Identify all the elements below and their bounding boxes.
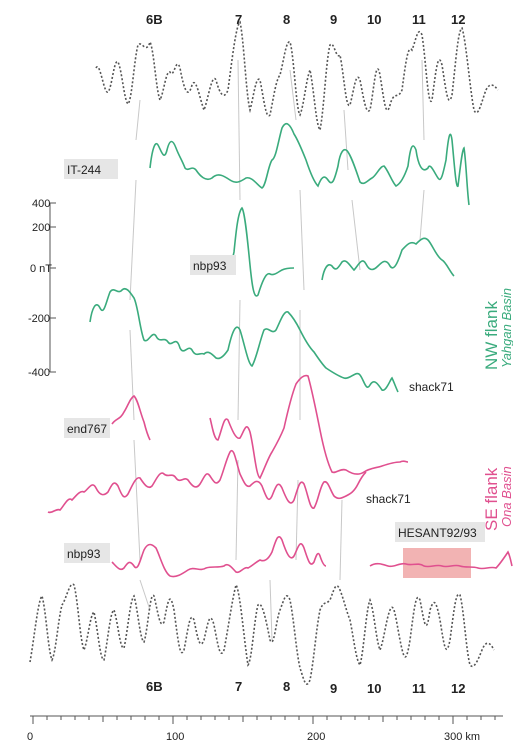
- profile-shack71-se: [47, 449, 367, 514]
- label-it244: IT-244: [67, 163, 101, 177]
- anomaly-top-9: 9: [330, 12, 337, 27]
- label-box-nbp93-se: [64, 543, 110, 563]
- synthetic-model-top: [95, 20, 499, 132]
- profile-it244: [149, 122, 470, 206]
- correlation-line-8: [289, 69, 297, 121]
- anomaly-bottom-9: 9: [330, 681, 337, 696]
- profile-se-main: [209, 374, 409, 480]
- nw-flank-title: NW flank: [482, 301, 501, 370]
- profile-nbp93-se: [111, 536, 327, 578]
- anomaly-labels-top: 6B 7 8 9 10 11 12: [146, 12, 465, 27]
- correlation-line-16: [419, 189, 425, 241]
- profile-hesant: [369, 550, 513, 570]
- anomaly-bottom-11: 11: [412, 681, 426, 696]
- anomaly-top-10: 10: [367, 12, 381, 27]
- correlation-line-15: [421, 59, 425, 141]
- correlation-line-4: [139, 579, 151, 611]
- nT-label-0: 0 nT: [30, 263, 52, 275]
- anomaly-bottom-10: 10: [367, 681, 381, 696]
- label-box-end767: [64, 418, 110, 438]
- correlation-line-7: [235, 459, 239, 561]
- distance-label-100: 100: [166, 731, 184, 743]
- profile-end767: [111, 395, 151, 441]
- se-flank-title: SE flank: [482, 467, 501, 531]
- label-shack71-se: shack71: [366, 492, 411, 506]
- correlation-line-14: [339, 499, 343, 581]
- distance-label-0: 0: [27, 731, 33, 743]
- correlation-line-0: [135, 99, 141, 141]
- anomaly-top-8: 8: [283, 12, 290, 27]
- anomaly-bottom-8: 8: [283, 679, 290, 694]
- label-end767: end767: [67, 422, 107, 436]
- profile-nw-continuation: [321, 237, 455, 281]
- correlation-line-6: [237, 299, 241, 421]
- distance-label-300: 300 km: [444, 731, 480, 743]
- nw-flank-subtitle-text: Yahgan Basin: [499, 288, 513, 368]
- nT-label-400: 400: [32, 198, 50, 210]
- correlation-line-3: [133, 439, 141, 561]
- anomaly-bottom-12: 12: [451, 681, 465, 696]
- correlation-line-17: [269, 579, 273, 641]
- anomaly-top-11: 11: [412, 12, 426, 27]
- synthetic-model-bottom: [29, 583, 495, 685]
- se-flank-title-text: SE flank: [482, 467, 501, 531]
- anomaly-labels-bottom: 6B 7 8 9 10 11 12: [146, 679, 465, 696]
- label-shack71-nw: shack71: [409, 380, 454, 394]
- anomaly-top-12: 12: [451, 12, 465, 27]
- nT-label-neg200: -200: [28, 313, 50, 325]
- label-hesant: HESANT92/93: [398, 526, 477, 540]
- correlation-line-13: [351, 199, 361, 271]
- correlation-line-9: [299, 189, 305, 291]
- label-nbp93-se: nbp93: [67, 547, 101, 561]
- correlation-line-12: [343, 109, 349, 171]
- nT-axis: 400 200 0 nT -200 -400: [28, 198, 56, 379]
- anomaly-top-6b: 6B: [146, 12, 163, 27]
- nw-flank-subtitle: Yahgan Basin: [499, 288, 513, 368]
- anomaly-top-7: 7: [235, 12, 242, 27]
- label-nbp93-nw: nbp93: [193, 259, 227, 273]
- label-box-nbp93-nw: [190, 255, 236, 275]
- correlation-line-2: [129, 329, 135, 421]
- distance-label-200: 200: [307, 731, 325, 743]
- profile-nbp93-nw: [217, 206, 295, 297]
- anomaly-bottom-6b: 6B: [146, 679, 163, 694]
- nT-label-200: 200: [32, 222, 50, 234]
- label-box-it244: [64, 159, 118, 179]
- hesant-highlight: [403, 548, 471, 578]
- correlation-line-1: [129, 179, 137, 301]
- distance-axis: 0 100 200 300 km: [27, 715, 503, 743]
- correlation-line-5: [237, 59, 241, 201]
- anomaly-bottom-7: 7: [235, 679, 242, 694]
- se-flank-subtitle-text: Ona Basin: [499, 466, 513, 527]
- label-box-hesant: [395, 522, 485, 542]
- se-flank-subtitle: Ona Basin: [499, 466, 513, 527]
- distance-minor-ticks: [32, 716, 496, 724]
- profile-shack71-nw: [89, 287, 399, 393]
- nT-label-neg400: -400: [28, 367, 50, 379]
- correlation-line-11: [295, 479, 299, 561]
- nw-flank-title-text: NW flank: [482, 301, 501, 370]
